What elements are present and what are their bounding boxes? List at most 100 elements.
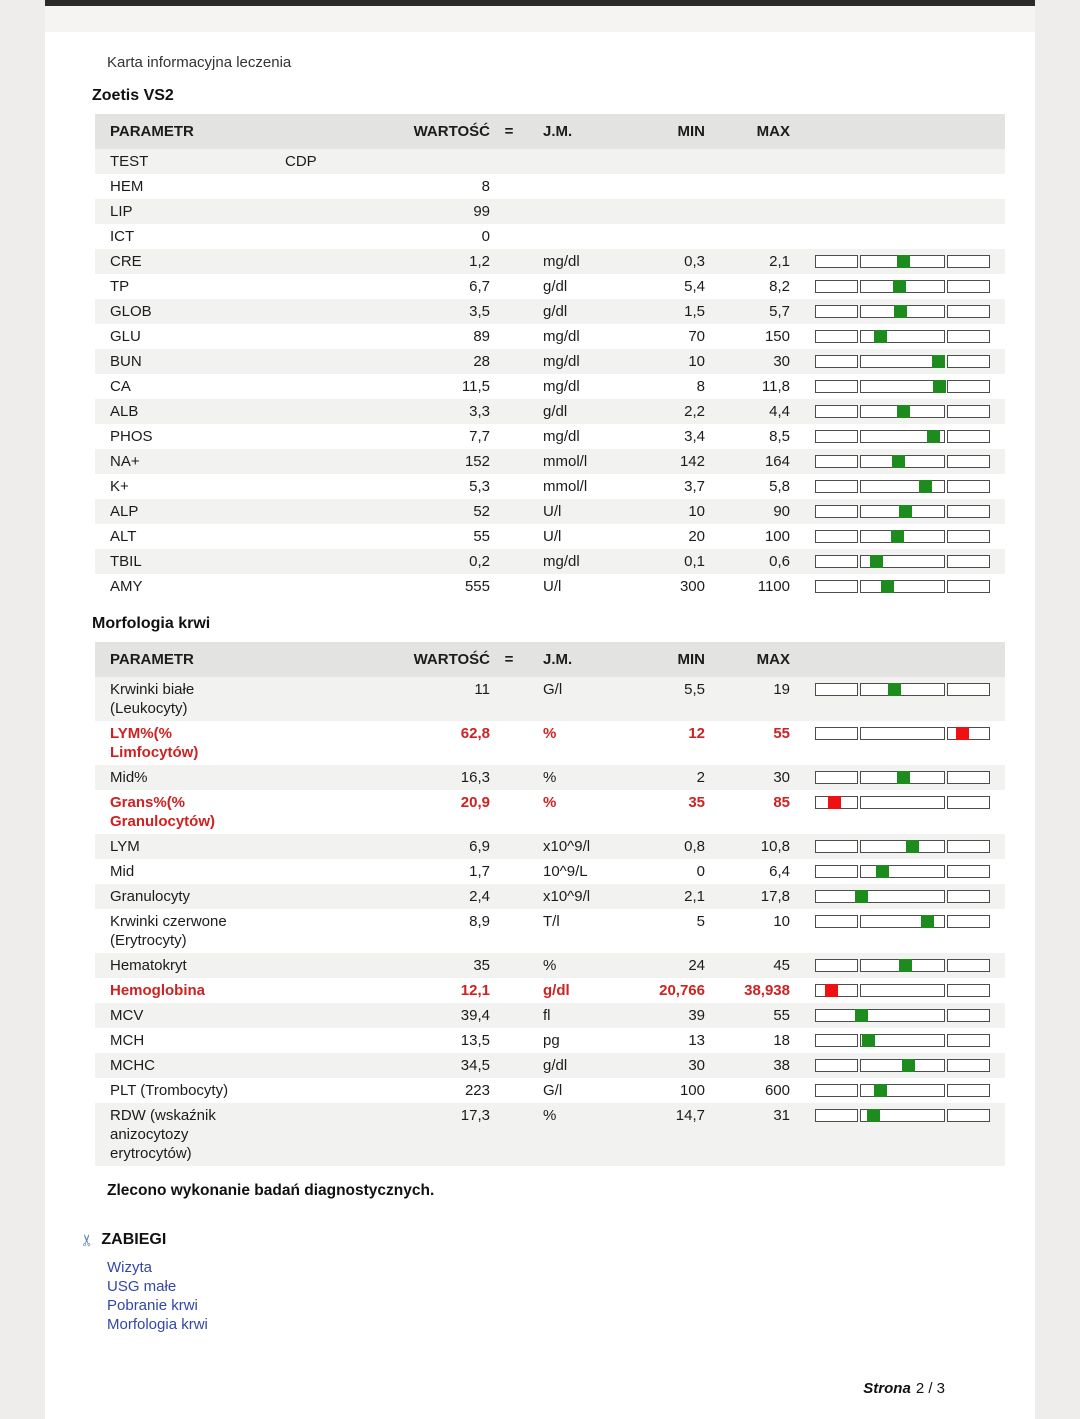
document-title: Karta informacyjna leczenia — [107, 54, 292, 71]
range-bar-segment — [947, 1059, 990, 1072]
min-value: 12 — [688, 725, 705, 742]
in-range-marker — [919, 480, 933, 493]
table-row: AMY 555 U/l 300 1100 — [95, 574, 1005, 599]
bar-cell — [815, 352, 990, 368]
section-zoetis: Zoetis VS2 PARAMETR WARTOŚĆ = J.M. MIN M… — [45, 87, 1035, 599]
results-table-zoetis: PARAMETR WARTOŚĆ = J.M. MIN MAX TEST CDP H… — [95, 114, 1005, 599]
in-range-marker — [926, 430, 940, 443]
table-row: Grans%(% Granulocytów) 20,9% 35 85 — [95, 790, 1005, 834]
range-bar-segment — [947, 330, 990, 343]
param-name: Grans%(% Granulocytów) — [110, 794, 216, 830]
bar-cell — [815, 502, 990, 518]
max-value: 8,2 — [769, 278, 790, 295]
range-bar-segment — [815, 530, 858, 543]
range-bar-segment — [815, 959, 858, 972]
result-value: 12,1 — [460, 982, 490, 999]
result-value: 0,2 — [469, 553, 490, 570]
unit-value: x10^9/l — [543, 888, 591, 905]
range-bar-segment — [859, 683, 946, 696]
result-value: 555 — [464, 578, 490, 595]
procedure-link[interactable]: USG małe — [107, 1278, 177, 1295]
zabiegi-title: ZABIEGI — [101, 1231, 167, 1248]
range-bar-segment — [815, 330, 858, 343]
table-row: Hemoglobina 12,1 g/dl 20,766 38,938 — [95, 978, 1005, 1003]
result-value: 35 — [473, 957, 490, 974]
range-bar-segment — [815, 865, 858, 878]
col-header-min: MIN — [677, 123, 706, 140]
section-title-zoetis: Zoetis VS2 — [92, 87, 174, 104]
in-range-marker — [893, 280, 907, 293]
param-name: Krwinki białe (Leukocyty) — [110, 681, 195, 717]
unit-value: 10^9/L — [543, 863, 588, 880]
unit-value: x10^9/l — [543, 838, 591, 855]
bar-cell — [815, 1006, 990, 1022]
range-bar-segment — [947, 1009, 990, 1022]
range-bar-segment — [859, 890, 946, 903]
in-range-marker — [854, 890, 868, 903]
section-title-morfologia: Morfologia krwi — [92, 615, 211, 632]
document-page: Karta informacyjna leczenia Zoetis VS2 P… — [45, 0, 1035, 1419]
out-of-range-marker — [956, 727, 970, 740]
result-value: 223 — [464, 1082, 490, 1099]
unit-value: G/l — [543, 681, 563, 698]
table-body: Krwinki białe (Leukocyty) 11 G/l 5,5 19 LYM%(… — [95, 677, 1005, 1166]
result-value: 28 — [473, 353, 490, 370]
range-bar-segment — [947, 405, 990, 418]
result-value: 52 — [473, 503, 490, 520]
range-bar-segment — [859, 840, 946, 853]
range-bar-segment — [859, 1009, 946, 1022]
max-value: 8,5 — [769, 428, 790, 445]
table-header: PARAMETR WARTOŚĆ = J.M. MIN MAX — [95, 114, 1005, 149]
min-value: 300 — [679, 578, 705, 595]
result-value: 34,5 — [460, 1057, 490, 1074]
bar-cell — [815, 956, 990, 972]
param-name: RDW (wskaźnik anizocytozy erytrocytów) — [110, 1107, 216, 1162]
bar-cell — [815, 680, 990, 696]
col-header-eq: = — [504, 123, 514, 140]
range-bar-segment — [815, 727, 858, 740]
min-value: 0,1 — [684, 553, 705, 570]
bar-cell — [815, 793, 990, 809]
range-bar-segment — [947, 865, 990, 878]
procedure-link[interactable]: Pobranie krwi — [107, 1297, 198, 1314]
result-value: 152 — [464, 453, 490, 470]
col-header-jm: J.M. — [543, 123, 573, 140]
range-bar-segment — [859, 355, 946, 368]
in-range-marker — [874, 1084, 888, 1097]
param-name: MCV — [110, 1007, 144, 1024]
range-bar — [815, 505, 990, 518]
page-top-strip — [45, 0, 1035, 6]
procedure-link[interactable]: Wizyta — [107, 1259, 152, 1276]
unit-value: g/dl — [543, 982, 570, 999]
unit-value: g/dl — [543, 1057, 568, 1074]
table-row: TEST CDP — [95, 149, 1005, 174]
bar-cell — [815, 981, 990, 997]
range-bar — [815, 430, 990, 443]
result-value: 13,5 — [460, 1032, 490, 1049]
param-name: LYM — [110, 838, 140, 855]
result-value: 1,2 — [469, 253, 490, 270]
footer-page-number: 2 / 3 — [915, 1380, 945, 1397]
in-range-marker — [866, 1109, 880, 1122]
result-value: 7,7 — [469, 428, 490, 445]
procedure-link[interactable]: Morfologia krwi — [107, 1316, 208, 1333]
max-value: 10,8 — [760, 838, 790, 855]
range-bar — [815, 1009, 990, 1022]
param-name: PHOS — [110, 428, 153, 445]
unit-value: mg/dl — [543, 428, 580, 445]
table-row: ALT 55 U/l 20 100 — [95, 524, 1005, 549]
in-range-marker — [861, 1034, 875, 1047]
range-bar-segment — [947, 890, 990, 903]
min-value: 13 — [688, 1032, 705, 1049]
range-bar-segment — [815, 771, 858, 784]
range-bar-segment — [815, 305, 858, 318]
table-row: MCHC 34,5 g/dl 30 38 — [95, 1053, 1005, 1078]
result-value: 11 — [474, 681, 490, 698]
in-range-marker — [898, 959, 912, 972]
range-bar — [815, 530, 990, 543]
unit-value: % — [543, 1107, 557, 1124]
param-name: LYM%(% Limfocytów) — [110, 725, 199, 761]
in-range-marker — [873, 330, 887, 343]
unit-value: % — [543, 957, 557, 974]
range-bar-segment — [859, 1109, 946, 1122]
